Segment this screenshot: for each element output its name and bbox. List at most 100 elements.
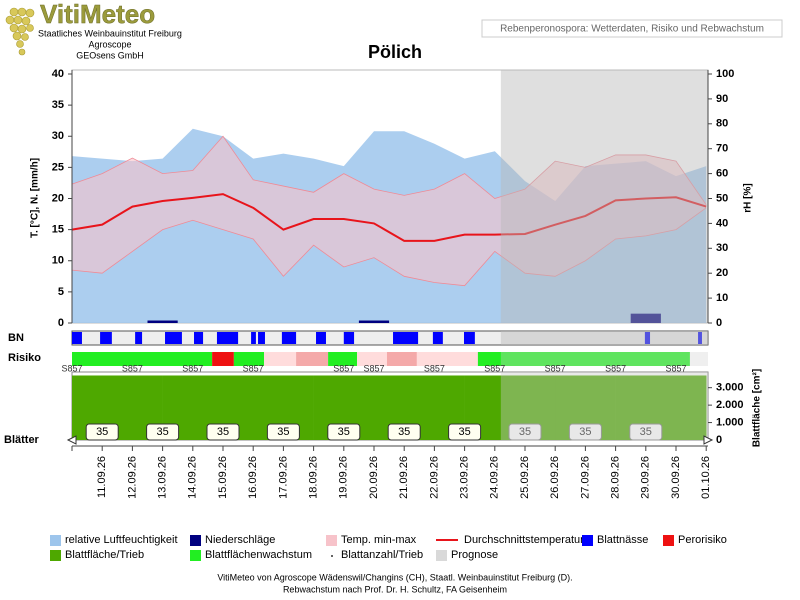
y-tick-label: 20 — [52, 192, 64, 204]
leaf-wetness-label: BN — [8, 332, 24, 344]
risk-segment — [416, 352, 478, 366]
y2-tick-label: 70 — [716, 143, 728, 155]
x-tick-label: 28.09.26 — [610, 456, 622, 499]
precip-bar — [630, 313, 661, 323]
stage-label: S857 — [665, 363, 686, 373]
risk-segment — [328, 352, 358, 366]
leaf-count-label: 35 — [277, 426, 289, 438]
legend-swatch — [582, 535, 593, 546]
temp-min-line — [71, 207, 707, 287]
legend-swatch — [190, 550, 201, 561]
y-tick-label: 30 — [52, 130, 64, 142]
temp-max-line — [71, 135, 707, 205]
temp-avg-line — [71, 193, 707, 242]
institution-line: Agroscope — [88, 39, 131, 49]
leaf-count-label: 35 — [398, 426, 410, 438]
x-tick-label: 19.09.26 — [338, 456, 350, 499]
leaf-count-box — [508, 423, 542, 441]
leaf-count-label: 35 — [96, 426, 108, 438]
y-tick-label: 25 — [52, 161, 64, 173]
x-tick-label: 18.09.26 — [308, 456, 320, 499]
y2-tick-label: 0 — [716, 317, 722, 329]
forecast-region — [500, 352, 708, 366]
y2-tick-label: 20 — [716, 267, 728, 279]
y2-tick-label: 60 — [716, 168, 728, 180]
risk-segment — [477, 352, 690, 366]
risk-segment — [72, 352, 213, 366]
legend-label: Temp. min-max — [341, 534, 417, 546]
legend-swatch — [50, 535, 61, 546]
y-tick-label: 40 — [52, 68, 64, 80]
legend-swatch — [50, 550, 61, 561]
stage-label: S857 — [61, 363, 82, 373]
x-tick-label: 11.09.26 — [96, 456, 108, 498]
leaf-wetness-period — [72, 332, 82, 344]
leaf-count-label: Blätter — [4, 434, 40, 446]
y2-tick-label: 40 — [716, 217, 728, 229]
y-tick-label: 35 — [52, 99, 64, 111]
stage-label: S857 — [605, 363, 626, 373]
y-tick-label: 15 — [52, 224, 64, 236]
scroll-arrow — [66, 435, 77, 445]
x-tick-label: 12.09.26 — [126, 456, 138, 499]
leaf-count-label: 35 — [579, 426, 591, 438]
leaf-wetness-period — [343, 332, 355, 344]
forecast-region — [500, 331, 708, 345]
leaf-count-box — [387, 423, 421, 441]
stage-label: S857 — [363, 363, 384, 373]
stage-label: S857 — [333, 363, 354, 373]
leaf-wetness-period — [463, 332, 475, 344]
legend-label: Perorisiko — [678, 534, 727, 546]
source-line: Rebwachstum nach Prof. Dr. H. Schultz, F… — [283, 584, 507, 594]
stage-label: S857 — [122, 363, 143, 373]
leaf-wetness-period — [100, 332, 112, 344]
leaf-count-label: 35 — [338, 426, 350, 438]
y2-tick-label: 80 — [716, 118, 728, 130]
legend-label: Blattnässe — [597, 534, 648, 546]
leaf-count-label: 35 — [640, 426, 652, 438]
y2-tick-label: 50 — [716, 192, 728, 204]
legend-label: Blattflächenwachstum — [205, 549, 312, 561]
x-tick-label: 30.09.26 — [670, 456, 682, 499]
leaf-count-box — [629, 423, 663, 441]
source-line: VitiMeteo von Agroscope Wädenswil/Changi… — [217, 572, 572, 582]
x-tick-label: 25.09.26 — [519, 456, 531, 499]
leaf-wetness-period — [135, 332, 143, 344]
risk-segment — [212, 352, 234, 366]
leaf-count-box — [146, 423, 180, 441]
x-tick-label: 21.09.26 — [398, 456, 410, 499]
leaf-count-box — [327, 423, 361, 441]
leaf-area-tick-label: 3.000 — [716, 382, 744, 394]
x-tick-label: 27.09.26 — [579, 456, 591, 499]
temp-band — [72, 136, 707, 286]
legend-label: Durchschnittstemperatur — [464, 534, 584, 546]
leaf-wetness-period — [698, 332, 702, 344]
stage-label: S857 — [243, 363, 264, 373]
y2-tick-label: 100 — [716, 68, 734, 80]
legend-swatch — [331, 555, 333, 557]
subtitle-box — [481, 19, 783, 38]
leaf-count-box — [85, 423, 119, 441]
legend-swatch — [663, 535, 674, 546]
risk-segment — [296, 352, 329, 366]
legend-swatch — [326, 535, 337, 546]
chart-title: Pölich — [368, 42, 422, 62]
leaf-area-axis-label: Blattfläche [cm²] — [752, 369, 763, 447]
x-tick-label: 14.09.26 — [187, 456, 199, 499]
leaf-area-tick-label: 1.000 — [716, 416, 744, 428]
leaf-area-bar — [676, 375, 707, 440]
x-tick-label: 22.09.26 — [428, 456, 440, 499]
y2-tick-label: 90 — [716, 93, 728, 105]
y2-axis-label: rH [%] — [743, 183, 754, 212]
y-tick-label: 0 — [58, 317, 64, 329]
leaf-wetness-period — [251, 332, 256, 344]
leaf-count-box — [266, 423, 300, 441]
x-tick-label: 29.09.26 — [640, 456, 652, 499]
precip-bar — [147, 320, 178, 323]
y2-tick-label: 30 — [716, 242, 728, 254]
risk-segment — [264, 352, 297, 366]
legend-label: Blattanzahl/Trieb — [341, 549, 423, 561]
x-tick-label: 23.09.26 — [459, 456, 471, 499]
leaf-count-label: 35 — [458, 426, 470, 438]
